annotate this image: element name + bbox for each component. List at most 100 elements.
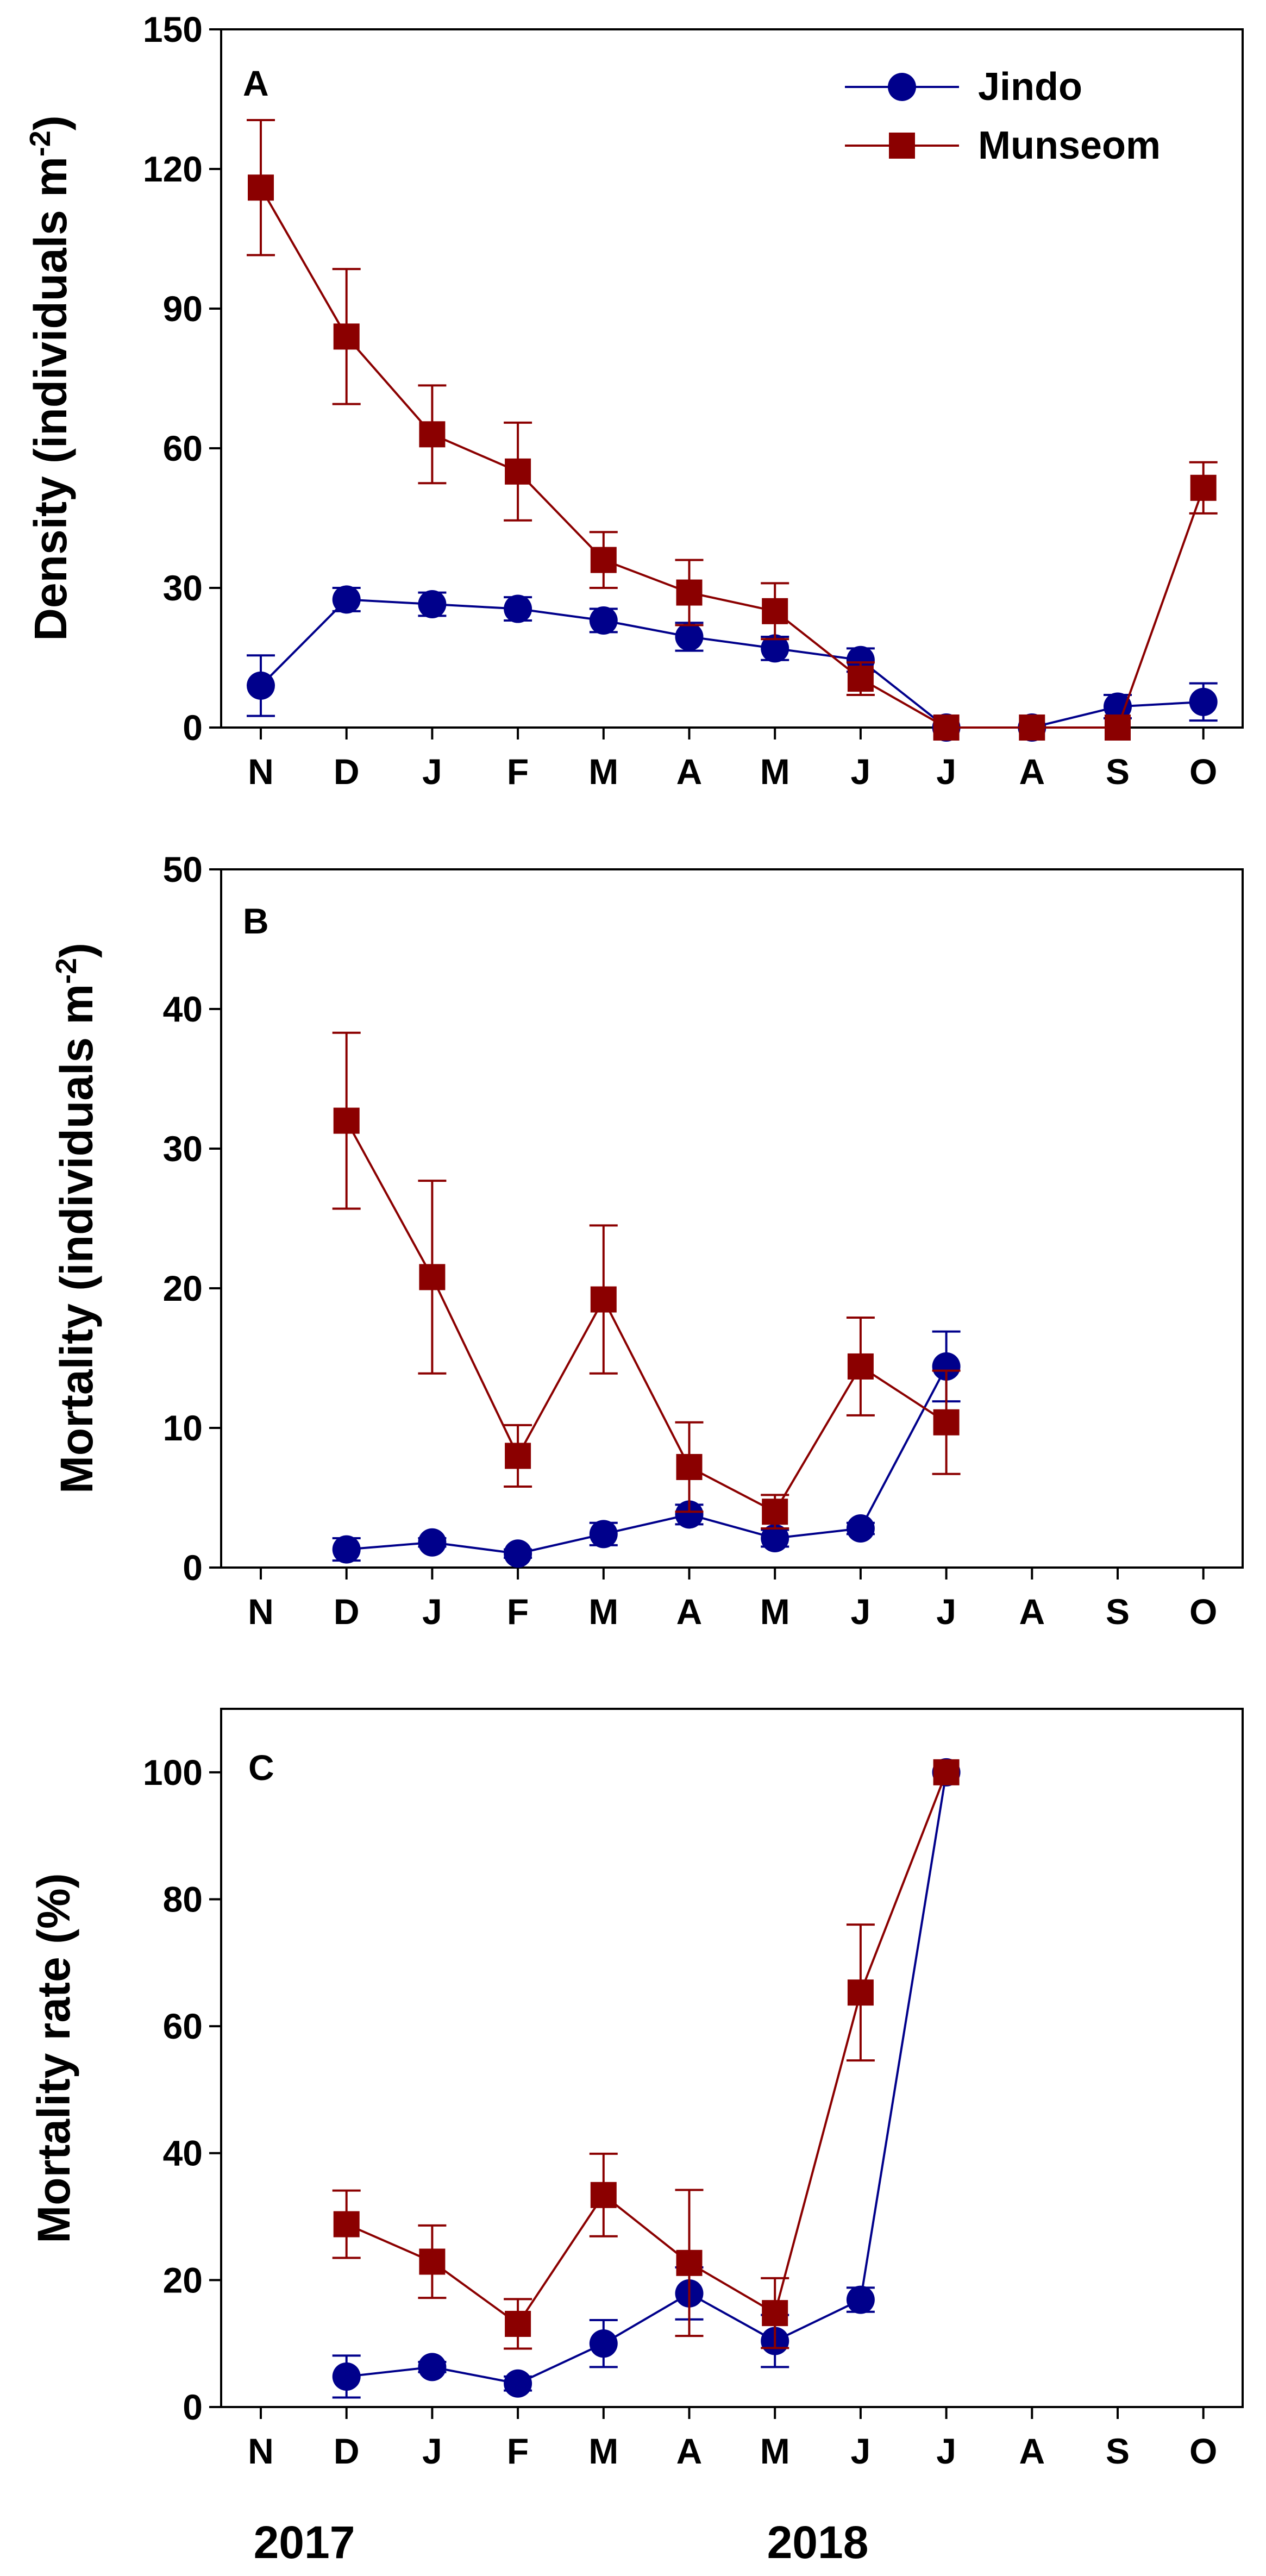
panel-a-y-axis-title-main: Density (individuals m xyxy=(25,156,76,641)
panel-a-x-tick-label: J xyxy=(851,751,871,792)
legend-munseom-label: Munseom xyxy=(978,124,1161,167)
panel-b-jindo-point xyxy=(675,1500,704,1529)
panel-b-frame xyxy=(220,868,1244,1569)
panel-c-y-tick-label: 80 xyxy=(163,1879,203,1919)
legend-jindo-label: Jindo xyxy=(978,65,1082,109)
panel-a-jindo-point xyxy=(589,606,618,635)
panel-c-x-tick-label: O xyxy=(1189,2431,1217,2471)
panel-c: C Mortality rate (%) 0 20 40 60 80 100 N D J F M A M… xyxy=(28,1708,1244,2471)
panel-b-munseom-point xyxy=(762,1499,788,1525)
panel-b-jindo-point xyxy=(418,1528,447,1557)
panel-b: B Mortality (individuals m-2) 0 10 20 30 40 5… xyxy=(50,849,1244,1632)
panel-c-y-tick-label: 20 xyxy=(163,2260,203,2300)
panel-a-y-tick-label: 90 xyxy=(163,289,203,329)
panel-a-jindo-point xyxy=(1104,692,1132,721)
panel-a-munseom-point xyxy=(248,174,274,201)
panel-c-munseom-point xyxy=(847,1979,874,2006)
panel-a-munseom-point xyxy=(933,714,960,741)
panel-c-munseom-point xyxy=(676,2249,703,2276)
panel-c-jindo-point xyxy=(418,2353,447,2381)
panel-c-munseom-line xyxy=(346,1772,948,2326)
panel-c-y-tick-label: 0 xyxy=(183,2387,203,2427)
panel-a-jindo-line xyxy=(260,598,1204,729)
panel-a-y-tick-label: 30 xyxy=(163,568,203,608)
panel-b-y-axis-title-close: ) xyxy=(51,943,102,958)
panel-a-label: A xyxy=(243,63,269,103)
panel-b-y-axis-title: Mortality (individuals m-2) xyxy=(50,943,102,1494)
panel-c-munseom-point xyxy=(333,2211,360,2237)
panel-b-jindo-point xyxy=(761,1524,789,1553)
panel-b-x-tick-label: M xyxy=(760,1591,790,1632)
panel-b-x-tick-label: J xyxy=(936,1591,956,1632)
panel-a-munseom-point xyxy=(419,421,446,448)
panel-c-munseom-point xyxy=(933,1759,960,1785)
year-label-2017: 2017 xyxy=(254,2517,355,2568)
panel-c-munseom-point xyxy=(505,2310,531,2337)
panel-a-jindo-point xyxy=(1189,687,1218,716)
panel-a-x-tick-label: F xyxy=(507,751,529,792)
panel-a-munseom-point xyxy=(1190,474,1217,501)
panel-a-y-tick-label: 0 xyxy=(183,707,203,748)
panel-b-y-tick-label: 30 xyxy=(163,1129,203,1169)
panel-c-jindo-point xyxy=(846,2285,875,2314)
panel-a-munseom-point xyxy=(762,598,788,624)
panel-c-x-tick-label: J xyxy=(422,2431,442,2471)
panel-c-x-tick-label: J xyxy=(936,2431,956,2471)
panel-a-munseom-point xyxy=(676,579,703,606)
panel-c-x-tick-label: J xyxy=(851,2431,871,2471)
panel-c-jindo-line xyxy=(346,1772,948,2385)
panel-a: A Density (individuals m-2) Jindo Munseo… xyxy=(24,9,1244,792)
panel-c-y-tick-label: 100 xyxy=(143,1752,203,1792)
panel-b-y-tick-label: 20 xyxy=(163,1268,203,1308)
panel-b-y-axis-title-superscript: -2 xyxy=(50,958,83,984)
panel-a-munseom-point xyxy=(847,666,874,692)
legend-jindo-marker xyxy=(888,73,916,101)
panel-b-jindo-point xyxy=(504,1539,532,1568)
panel-b-x-tick-label: J xyxy=(422,1591,442,1632)
panel-a-jindo-point xyxy=(418,590,447,618)
panel-a-y-axis-title: Density (individuals m-2) xyxy=(24,115,76,641)
panel-b-jindo-point xyxy=(589,1520,618,1549)
panel-c-y-tick-label: 40 xyxy=(163,2133,203,2173)
panel-c-x-tick-label: D xyxy=(334,2431,360,2471)
panel-c-x-tick-label: N xyxy=(248,2431,274,2471)
panel-b-x-tick-label: A xyxy=(1019,1591,1045,1632)
panel-c-label: C xyxy=(248,1747,274,1788)
panel-a-munseom-point xyxy=(505,458,531,485)
panel-b-munseom-point xyxy=(847,1353,874,1380)
panel-a-munseom-point xyxy=(1105,714,1131,741)
panel-a-jindo-point xyxy=(675,622,704,651)
panel-a-munseom-point xyxy=(333,323,360,350)
panel-a-x-tick-label: D xyxy=(334,751,360,792)
panel-a-x-tick-label: N xyxy=(248,751,274,792)
panel-a-y-tick-label: 150 xyxy=(143,9,203,49)
panel-a-y-tick-label: 60 xyxy=(163,428,203,468)
panel-a-jindo-point xyxy=(332,585,361,614)
panel-a-x-tick-label: M xyxy=(760,751,790,792)
panel-b-jindo-point xyxy=(932,1352,961,1381)
panel-b-y-tick-label: 0 xyxy=(183,1547,203,1588)
panel-a-jindo-point xyxy=(761,634,789,663)
legend: Jindo Munseom xyxy=(845,65,1161,167)
panel-b-x-tick-label: M xyxy=(588,1591,618,1632)
panel-b-label: B xyxy=(243,901,269,941)
panel-b-x-tick-label: S xyxy=(1106,1591,1130,1632)
panel-b-munseom-point xyxy=(419,1264,446,1290)
panel-a-frame xyxy=(220,28,1244,729)
panel-a-y-axis-title-close: ) xyxy=(25,115,76,130)
panel-b-y-tick-label: 50 xyxy=(163,849,203,889)
panel-c-x-tick-label: F xyxy=(507,2431,529,2471)
panel-a-x-tick-label: M xyxy=(588,751,618,792)
panel-a-munseom-point xyxy=(1019,714,1045,741)
panel-c-jindo-point xyxy=(504,2369,532,2398)
panel-c-x-tick-label: S xyxy=(1106,2431,1130,2471)
panel-b-y-axis-title-main: Mortality (individuals m xyxy=(51,984,102,1494)
panel-a-x-tick-label: S xyxy=(1106,751,1130,792)
panel-b-jindo-point xyxy=(332,1535,361,1564)
panel-c-munseom-point xyxy=(419,2248,446,2275)
panel-b-x-tick-label: D xyxy=(334,1591,360,1632)
panel-b-munseom-point xyxy=(933,1409,960,1436)
panel-b-munseom-point xyxy=(676,1453,703,1480)
panel-a-jindo-point xyxy=(504,594,532,623)
